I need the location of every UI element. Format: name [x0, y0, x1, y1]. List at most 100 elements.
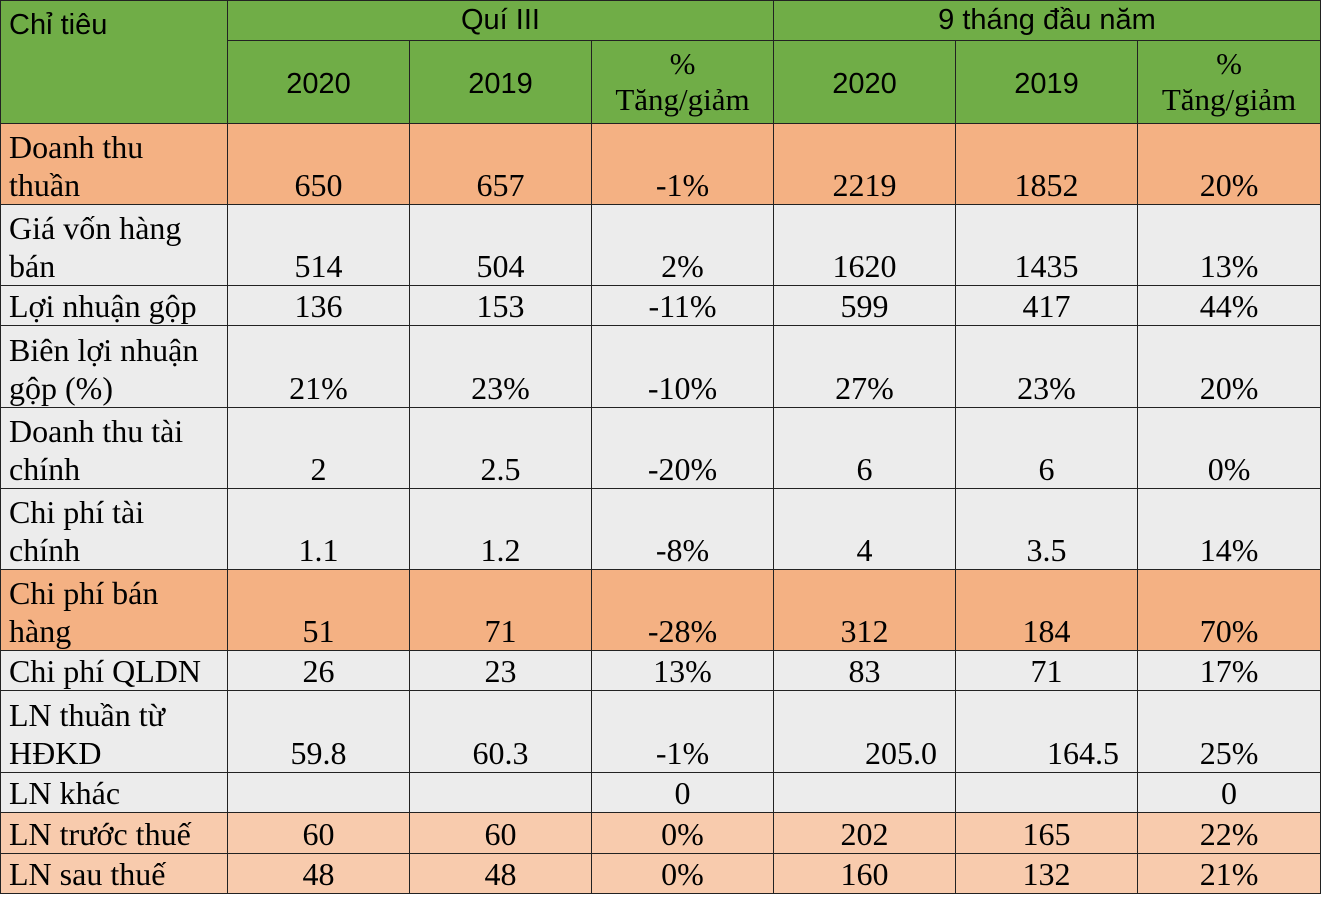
cell-9m-change: 20% [1136, 123, 1322, 205]
cell-9m-2020: 205.0 [773, 690, 956, 773]
cell-9m-2020: 160 [773, 853, 956, 894]
cell-9m-2019: 132 [955, 853, 1138, 894]
cell-q3-2019: 1.2 [409, 488, 592, 570]
cell-9m-2019 [955, 772, 1138, 813]
cell-q3-change: -8% [591, 488, 774, 570]
row-label-line1: Giá vốn hàng [9, 210, 182, 246]
cell-9m-2020: 1620 [773, 204, 956, 286]
cell-9m-2020: 27% [773, 325, 956, 408]
cell-9m-2019: 3.5 [955, 488, 1138, 570]
col-header-q3-change: % Tăng/giảm [591, 40, 774, 124]
cell-q3-2020: 21% [227, 325, 410, 408]
cell-q3-change: 2% [591, 204, 774, 286]
cell-q3-change: -1% [591, 690, 774, 773]
row-label: Doanh thu thuần [0, 123, 228, 205]
table-row: Doanh thu thuần 650 657 -1% 2219 1852 20% [0, 123, 1322, 205]
row-label: LN thuần từ HĐKD [0, 690, 228, 773]
cell-9m-2020: 599 [773, 285, 956, 326]
row-label-line2: thuần [9, 167, 81, 203]
group-header-q3: Quí III [227, 0, 774, 41]
col-header-q3-2019: 2019 [409, 40, 592, 124]
col-header-9m-change-line2: Tăng/giảm [1161, 82, 1297, 117]
cell-9m-2020: 202 [773, 812, 956, 854]
cell-9m-2019: 1435 [955, 204, 1138, 286]
col-header-q3-2020: 2020 [227, 40, 410, 124]
cell-q3-change: -20% [591, 407, 774, 489]
cell-9m-2019: 417 [955, 285, 1138, 326]
row-label: Giá vốn hàng bán [0, 204, 228, 286]
cell-q3-2020: 59.8 [227, 690, 410, 773]
cell-q3-change: 0 [591, 772, 774, 813]
cell-q3-2019: 504 [409, 204, 592, 286]
row-label-line1: Doanh thu [9, 129, 144, 165]
group-header-9-months: 9 tháng đầu năm [772, 0, 1322, 41]
cell-9m-change: 22% [1136, 812, 1322, 854]
row-label: Chi phí tài chính [0, 488, 228, 570]
cell-9m-2019: 23% [955, 325, 1138, 408]
cell-q3-2020: 1.1 [227, 488, 410, 570]
cell-q3-change: -1% [591, 123, 774, 205]
row-label: LN khác [0, 772, 228, 813]
row-label: Doanh thu tài chính [0, 407, 228, 489]
cell-q3-2019 [409, 772, 592, 813]
cell-9m-change: 21% [1136, 853, 1322, 894]
row-label-line2: HĐKD [9, 735, 102, 771]
col-header-9m-change: % Tăng/giảm [1136, 40, 1322, 124]
cell-9m-change: 13% [1136, 204, 1322, 286]
row-label-line1: Chi phí bán [9, 575, 159, 611]
table-row: LN thuần từ HĐKD 59.8 60.3 -1% 205.0 164.… [0, 690, 1322, 773]
cell-q3-2019: 2.5 [409, 407, 592, 489]
cell-9m-2020: 312 [773, 569, 956, 651]
cell-q3-2019: 23% [409, 325, 592, 408]
table-row: Doanh thu tài chính 2 2.5 -20% 6 6 0% [0, 407, 1322, 489]
cell-q3-2020: 26 [227, 650, 410, 691]
cell-q3-2020: 48 [227, 853, 410, 894]
col-header-9m-2019: 2019 [955, 40, 1138, 124]
cell-9m-change: 0% [1136, 407, 1322, 489]
cell-q3-2020: 51 [227, 569, 410, 651]
cell-q3-2020: 514 [227, 204, 410, 286]
table-row: Chi phí QLDN 26 23 13% 83 71 17% [0, 650, 1322, 691]
row-label-line2: gộp (%) [9, 370, 113, 406]
cell-q3-change: -28% [591, 569, 774, 651]
cell-9m-change: 70% [1136, 569, 1322, 651]
row-label-line2: hàng [9, 613, 72, 649]
cell-q3-2020: 650 [227, 123, 410, 205]
row-label: Chi phí bán hàng [0, 569, 228, 651]
cell-q3-2019: 71 [409, 569, 592, 651]
cell-q3-change: 0% [591, 853, 774, 894]
cell-9m-2020: 4 [773, 488, 956, 570]
table-row: Lợi nhuận gộp 136 153 -11% 599 417 44% [0, 285, 1322, 326]
table-row: Giá vốn hàng bán 514 504 2% 1620 1435 13% [0, 204, 1322, 286]
cell-9m-change: 17% [1136, 650, 1322, 691]
table-row: LN sau thuế 48 48 0% 160 132 21% [0, 853, 1322, 894]
cell-q3-2019: 657 [409, 123, 592, 205]
cell-9m-change: 44% [1136, 285, 1322, 326]
cell-9m-2020: 6 [773, 407, 956, 489]
row-label-line1: LN thuần từ [9, 697, 165, 733]
table-row: LN trước thuế 60 60 0% 202 165 22% [0, 812, 1322, 854]
cell-9m-change: 25% [1136, 690, 1322, 773]
row-label-line2: chính [9, 451, 81, 487]
cell-q3-2019: 60.3 [409, 690, 592, 773]
row-label-line1: Chi phí tài [9, 494, 145, 530]
cell-q3-2019: 23 [409, 650, 592, 691]
cell-9m-change: 14% [1136, 488, 1322, 570]
cell-9m-2019: 164.5 [955, 690, 1138, 773]
cell-q3-2019: 153 [409, 285, 592, 326]
table-row: LN khác 0 0 [0, 772, 1322, 813]
indicator-header: Chỉ tiêu [0, 0, 228, 124]
cell-q3-2020: 2 [227, 407, 410, 489]
row-label-line2: bán [9, 248, 56, 284]
col-header-q3-change-line2: Tăng/giảm [615, 82, 750, 117]
cell-9m-2019: 71 [955, 650, 1138, 691]
cell-q3-change: -11% [591, 285, 774, 326]
row-label-line2: chính [9, 532, 81, 568]
row-label: Chi phí QLDN [0, 650, 228, 691]
cell-q3-change: 13% [591, 650, 774, 691]
cell-9m-2019: 184 [955, 569, 1138, 651]
row-label: LN trước thuế [0, 812, 228, 854]
table-row: Chi phí bán hàng 51 71 -28% 312 184 70% [0, 569, 1322, 651]
row-label-line1: Biên lợi nhuận [9, 332, 199, 368]
